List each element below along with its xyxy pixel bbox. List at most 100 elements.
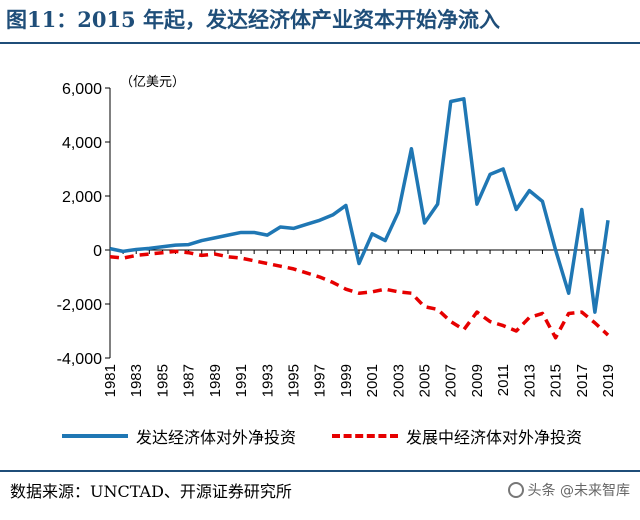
series-1-point [332,281,334,283]
x-tick-label: 2009 [469,364,486,397]
series-0-point [358,262,360,264]
series-0-point [567,292,569,294]
x-tick-label: 1981 [102,364,119,397]
x-tick-label: 1995 [285,364,302,397]
series-1-point [410,292,412,294]
series-1-point [135,254,137,256]
series-0-point [594,311,596,313]
series-1-point [174,250,176,252]
series-0-point [371,233,373,235]
series-1-point [279,265,281,267]
legend-label-developed: 发达经济体对外净投资 [136,428,297,447]
series-1-point [384,288,386,290]
x-tick-label: 1989 [207,364,224,397]
chart-labels: -4,000 -2,000 0 2,000 4,000 6,000 （亿美元） 1981 198… [57,75,617,397]
data-source: 数据来源：UNCTAD、开源证券研究所 [10,482,292,501]
x-tick-label: 1983 [128,364,145,397]
series-1-point [528,316,530,318]
series-0-point [436,203,438,205]
y-unit-label: （亿美元） [120,75,185,90]
footer-divider [0,470,640,472]
series-0-point [450,100,452,102]
x-tick-label: 1997 [312,364,329,397]
series-0-point [279,226,281,228]
series-0-point [161,246,163,248]
series-0-point [305,223,307,225]
series-1-point [266,262,268,264]
watermark: 头条 @未来智库 [507,480,630,500]
series-0-point [397,211,399,213]
series-0-point [541,200,543,202]
series-1-point [214,253,216,255]
series-1-point [581,311,583,313]
line-chart: -4,000 -2,000 0 2,000 4,000 6,000 （亿美元） 1981 198… [57,75,617,397]
series-1-point [122,257,124,259]
series-0-point [528,189,530,191]
series-1-point [567,312,569,314]
x-tick-label: 2019 [600,364,617,397]
series-0-point [227,234,229,236]
series-1-point [292,268,294,270]
series-1-point [515,330,517,332]
series-0-point [201,239,203,241]
watermark-text: 头条 @未来智库 [527,483,630,499]
series-0-point [410,148,412,150]
series-1-point [305,272,307,274]
legend-item-developed: 发达经济体对外净投资 [62,424,296,448]
x-tick-label: 2013 [521,364,538,397]
x-tick-label: 2003 [390,364,407,397]
series-0-point [318,219,320,221]
series-0-point [489,173,491,175]
series-0-point [122,250,124,252]
series-0-point [476,203,478,205]
x-tick-label: 2005 [417,364,434,397]
chart-axes [105,87,609,359]
series-0-point [332,214,334,216]
series-1-point [476,311,478,313]
series-1-point [450,320,452,322]
series-0-point [502,168,504,170]
series-1-point [201,254,203,256]
y-tick-label: 6,000 [62,81,102,98]
series-0-point [135,248,137,250]
series-1-point [423,306,425,308]
series-0-point [515,208,517,210]
series-1-point [148,253,150,255]
y-tick-label: 0 [93,243,102,260]
series-0-point [174,244,176,246]
x-tick-label: 2015 [548,364,565,397]
series-1-point [161,252,163,254]
series-1-point [371,291,373,293]
legend-label-developing: 发展中经济体对外净投资 [406,428,583,447]
series-1-point [240,257,242,259]
x-tick-label: 1985 [154,364,171,397]
series-1-point [607,334,609,336]
legend-swatch-developing [332,434,398,438]
series-0-point [384,239,386,241]
series-0-point [109,247,111,249]
series-1-point [594,322,596,324]
series-0-point [253,231,255,233]
legend-swatch-developed [62,434,128,438]
y-tick-label: 4,000 [62,135,102,152]
x-tick-label: 2017 [574,364,591,397]
chart-marks [109,97,610,340]
chart-legend: 发达经济体对外净投资 发展中经济体对外净投资 [0,424,640,454]
series-1-point [397,291,399,293]
watermark-logo-icon [507,482,524,498]
x-tick-label: 2011 [495,364,512,396]
series-line-1 [109,249,610,340]
series-1-point [541,312,543,314]
x-tick-label: 2007 [443,364,460,397]
series-0-point [214,237,216,239]
series-0-point [187,243,189,245]
series-0-point [148,247,150,249]
series-1-point [463,328,465,330]
y-tick-label: -4,000 [57,351,102,368]
series-1-point [436,308,438,310]
x-tick-label: 1993 [259,364,276,397]
x-tick-label: 1987 [181,364,198,397]
series-1-point [253,260,255,262]
series-0-point [607,219,609,221]
x-tick-label: 1999 [338,364,355,397]
